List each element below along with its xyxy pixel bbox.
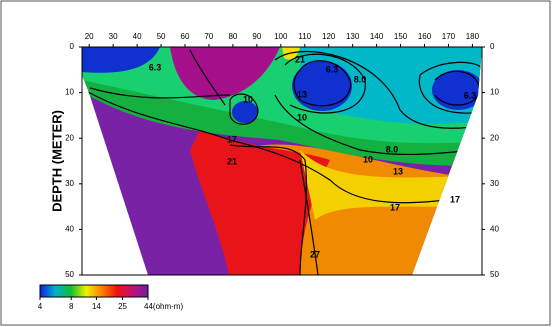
x-tick-label: 180	[466, 32, 480, 41]
y-tick-label: 40	[490, 225, 499, 234]
y-axis-label: DEPTH (METER)	[49, 110, 64, 212]
x-tick-label: 20	[85, 32, 94, 41]
y-tick-label: 30	[65, 179, 74, 188]
colorbar-tick-label: 4	[38, 302, 43, 311]
x-tick-label: 160	[418, 32, 432, 41]
colorbar	[39, 284, 149, 298]
colorbar-tick-label: 44(ohm-m)	[144, 302, 183, 311]
contour-label: 6.3	[149, 62, 162, 72]
x-tick-label: 140	[370, 32, 384, 41]
y-tick-label: 10	[65, 88, 74, 97]
x-tick-label: 150	[394, 32, 408, 41]
contour-line	[229, 50, 482, 129]
x-tick-label: 90	[252, 32, 261, 41]
plot-frame	[81, 46, 483, 276]
contour-label: 10	[243, 94, 253, 104]
x-tick-label: 120	[322, 32, 336, 41]
x-tick-label: 130	[346, 32, 360, 41]
colorbar-tick-label: 8	[69, 302, 74, 311]
colorbar-tick-label: 25	[118, 302, 127, 311]
contour-label: 8.0	[386, 144, 399, 154]
x-tick-label: 50	[157, 32, 166, 41]
contour-line	[87, 91, 482, 204]
contour-label: 10	[297, 112, 307, 122]
y-tick-label: 10	[490, 88, 499, 97]
contour-label: 17	[390, 202, 400, 212]
contour-label: 27	[310, 249, 320, 259]
contour-label: 17	[450, 194, 460, 204]
contour-label: 17	[227, 134, 237, 144]
x-tick-label: 70	[204, 32, 213, 41]
y-tick-label: 50	[65, 270, 74, 279]
y-tick-label: 0	[70, 42, 75, 51]
contour-label: 10	[363, 154, 373, 164]
x-tick-label: 100	[274, 32, 288, 41]
contour-label: 6.3	[464, 90, 477, 100]
y-tick-label: 20	[65, 133, 74, 142]
y-tick-label: 30	[490, 179, 499, 188]
contour-line	[299, 159, 319, 275]
x-tick-label: 110	[298, 32, 311, 41]
contour-line	[189, 49, 307, 275]
y-tick-label: 20	[490, 133, 499, 142]
x-tick-label: 60	[181, 32, 190, 41]
y-tick-label: 0	[490, 42, 495, 51]
contour-label: 21	[227, 156, 237, 166]
colorbar-tick-label: 14	[92, 302, 101, 311]
contour-label: 13	[297, 89, 307, 99]
x-tick-label: 40	[133, 32, 142, 41]
x-tick-label: 80	[228, 32, 237, 41]
contour-label: 8.0	[354, 74, 367, 84]
contour-label: 21	[295, 54, 305, 64]
contour-field	[82, 47, 482, 275]
x-tick-label: 170	[442, 32, 456, 41]
contour-label: 6.3	[326, 64, 339, 74]
contour-label: 13	[393, 166, 403, 176]
contour-line	[89, 87, 482, 156]
y-tick-label: 50	[490, 270, 499, 279]
y-tick-label: 40	[65, 225, 74, 234]
x-tick-label: 30	[109, 32, 118, 41]
